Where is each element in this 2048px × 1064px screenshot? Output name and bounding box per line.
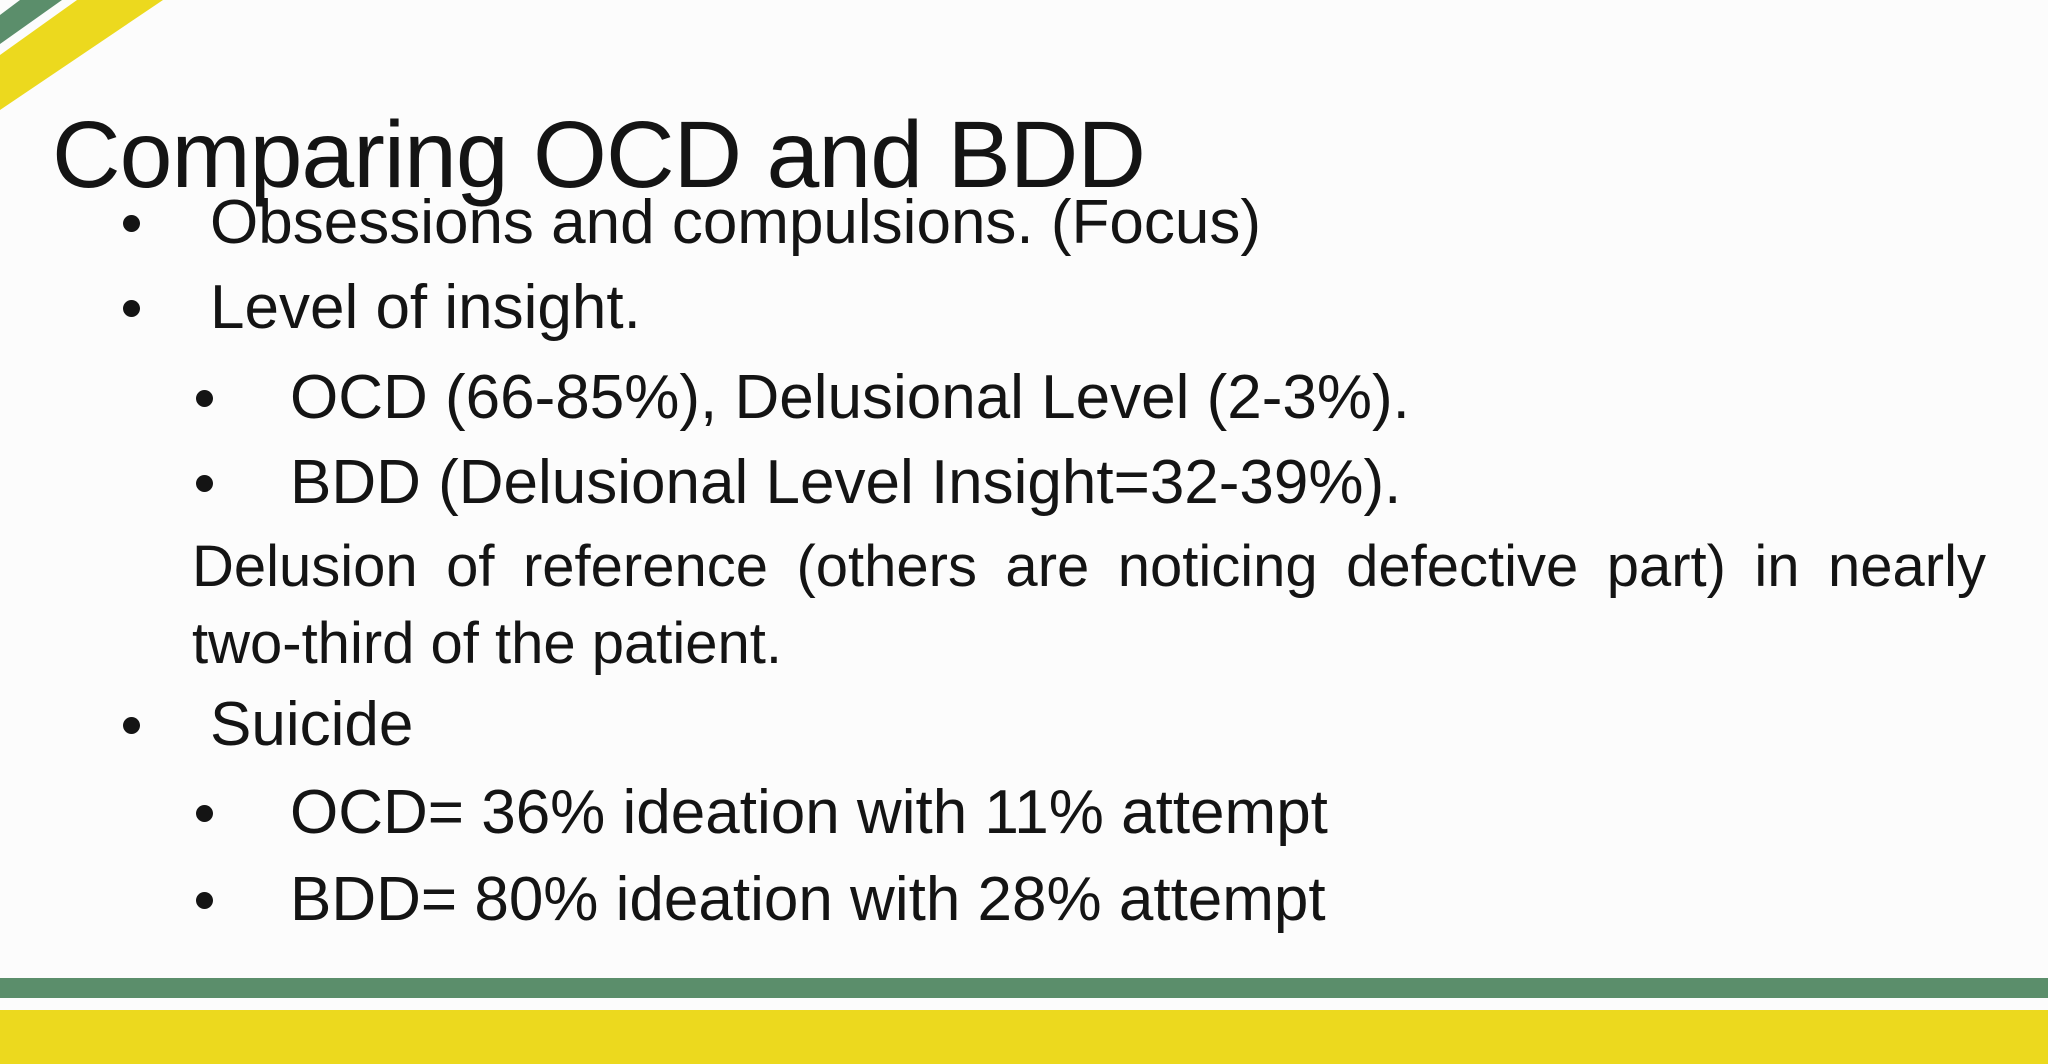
bullet-text: Suicide	[210, 690, 414, 759]
paragraph-line: Delusion of reference (others are notici…	[192, 534, 1986, 599]
bullet-marker	[196, 804, 213, 822]
bottom-green-bar	[0, 978, 2048, 998]
bullet-marker	[196, 389, 213, 407]
bottom-yellow-bar	[0, 1010, 2048, 1064]
corner-yellow-stripe	[0, 0, 163, 110]
corner-stripes-decoration	[0, 0, 163, 110]
sub-bullet-item: BDD (Delusional Level Insight=32-39%).	[196, 447, 1401, 519]
corner-green-stripe	[0, 0, 62, 44]
bullet-marker	[123, 716, 140, 734]
sub-bullet-text: OCD= 36% ideation with 11% attempt	[290, 778, 1328, 847]
bullet-item: Level of insight.	[123, 272, 641, 344]
sub-bullet-item: BDD= 80% ideation with 28% attempt	[196, 864, 1326, 936]
bullet-text: Obsessions and compulsions. (Focus)	[210, 188, 1262, 257]
paragraph-line: two-third of the patient.	[192, 611, 782, 676]
slide-title: Comparing OCD and BDD	[52, 101, 1146, 208]
bullet-item: Suicide	[123, 689, 413, 761]
bullet-item: Obsessions and compulsions. (Focus)	[123, 187, 1261, 259]
note-paragraph: Delusion of reference (others are notici…	[192, 528, 1986, 682]
bullet-marker	[196, 474, 213, 492]
sub-bullet-item: OCD= 36% ideation with 11% attempt	[196, 777, 1328, 849]
sub-bullet-item: OCD (66-85%), Delusional Level (2-3%).	[196, 362, 1410, 434]
sub-bullet-text: BDD (Delusional Level Insight=32-39%).	[290, 448, 1402, 517]
bullet-text: Level of insight.	[210, 273, 641, 342]
sub-bullet-text: OCD (66-85%), Delusional Level (2-3%).	[290, 363, 1410, 432]
sub-bullet-text: BDD= 80% ideation with 28% attempt	[290, 865, 1326, 934]
bullet-marker	[123, 299, 140, 317]
bullet-marker	[196, 891, 213, 909]
bullet-marker	[123, 214, 140, 232]
